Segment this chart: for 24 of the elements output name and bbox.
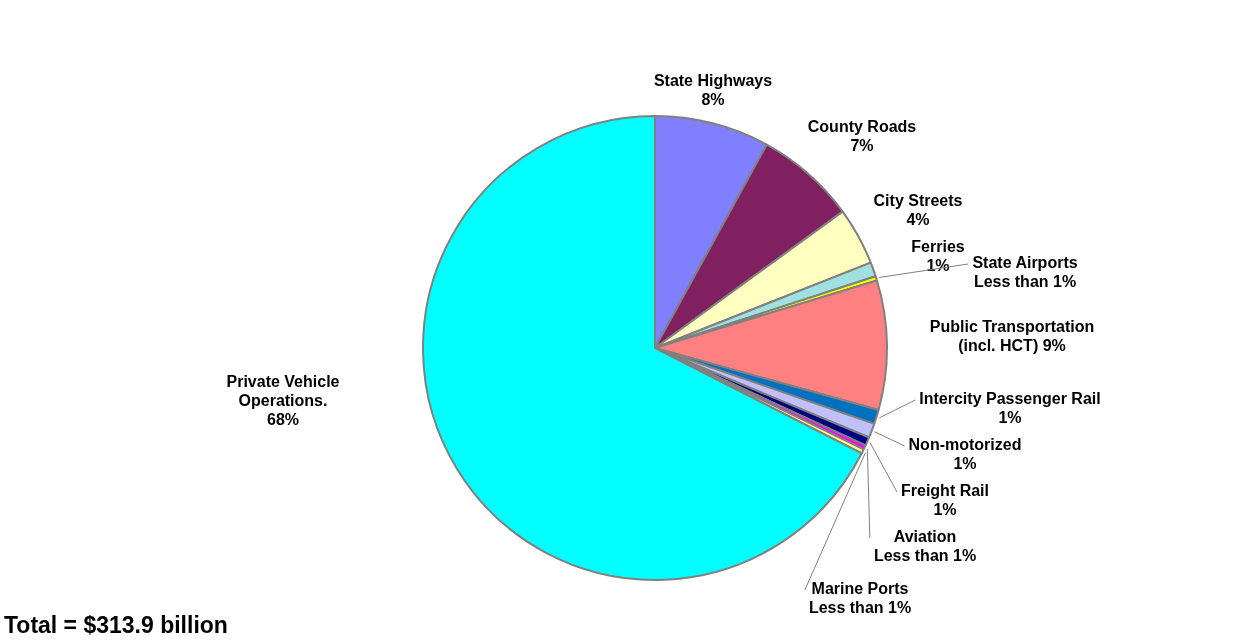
slice-label: State Highways <box>653 72 773 90</box>
data-label: 1% <box>926 257 950 275</box>
data-label: 1% <box>953 455 977 473</box>
data-label: 8% <box>701 91 725 109</box>
data-label: 68% <box>266 411 300 429</box>
data-label: 7% <box>850 137 874 155</box>
slice-label: Aviation <box>893 528 957 546</box>
slice-label: State Airports <box>972 254 1078 272</box>
slice-label: Private Vehicle Operations. <box>226 373 340 410</box>
data-label: Less than 1% <box>808 599 912 617</box>
slice-label: Intercity Passenger Rail <box>919 390 1101 408</box>
data-label: 4% <box>906 211 930 229</box>
slice-label: Ferries <box>911 238 965 256</box>
data-label: 1% <box>998 409 1022 427</box>
slice-label: Marine Ports <box>811 580 909 598</box>
slice-label: Non-motorized <box>908 436 1022 454</box>
text: Total = $313.9 billion <box>4 612 228 639</box>
data-label: Less than 1% <box>873 547 977 565</box>
data-label: 1% <box>933 501 957 519</box>
slice-label: Freight Rail <box>900 482 990 500</box>
slice-label: Public Transportation (incl. HCT) 9% <box>929 318 1095 355</box>
slice-label: City Streets <box>873 192 963 210</box>
slice-label: County Roads <box>807 118 917 136</box>
data-label: Less than 1% <box>973 273 1077 291</box>
